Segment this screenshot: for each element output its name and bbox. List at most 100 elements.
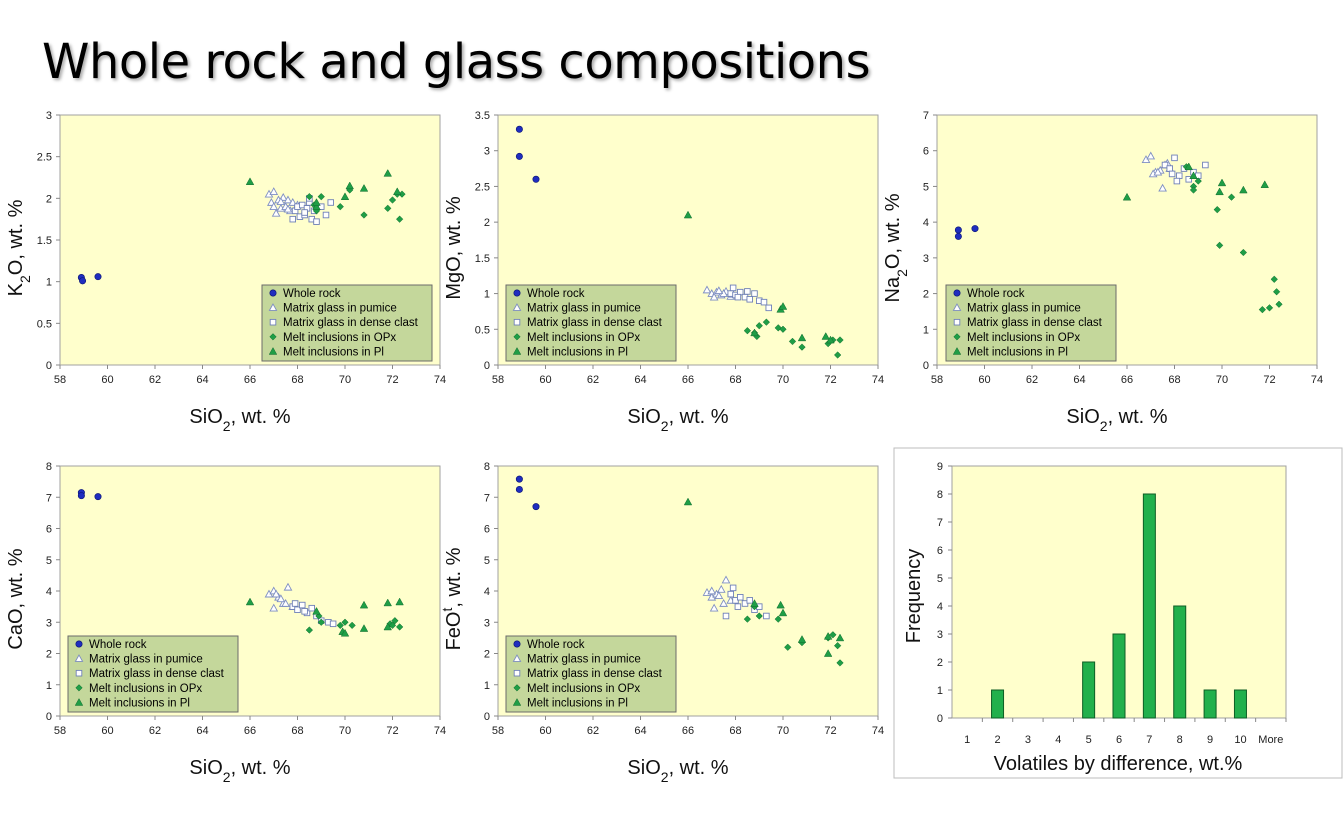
data-point [1185,176,1192,183]
legend-marker [75,684,83,692]
legend-marker [513,684,521,692]
data-point [276,197,286,205]
legend-label: Melt inclusions in OPx [527,683,640,695]
series-matrix-glass-pumice [702,575,736,612]
data-point [515,125,523,133]
legend-marker [953,289,961,297]
legend-marker [74,698,84,706]
data-point [774,324,782,332]
data-point [1239,185,1248,194]
legend-label: Melt inclusions in Pl [283,346,384,358]
legend-marker [952,347,962,355]
data-point [721,575,731,584]
data-point [821,332,830,340]
legend-label: Matrix glass in pumice [283,303,397,315]
x-tick-label: 64 [196,725,208,737]
x-tick-label: 58 [931,374,943,386]
y-tick-label: 9 [937,461,943,473]
legend-marker [269,289,277,297]
data-point [301,209,308,216]
data-point [269,187,279,195]
data-point [395,597,404,606]
data-point [833,351,842,359]
data-point [683,497,693,506]
y-axis-label: FeOt, wt. % [439,547,465,650]
legend-label: Whole rock [527,288,585,300]
y-tick-label: 0.5 [475,324,490,336]
x-tick-label: 5 [1086,734,1092,746]
data-point [341,618,349,626]
data-point [269,603,279,612]
data-point [707,586,717,595]
histogram-volatiles: 0 1 2 3 4 5 6 7 8 9 1 2 3 4 5 6 7 8 9 10 More Volatiles by di… [893,447,1343,779]
data-point [79,277,87,285]
legend-label: Melt inclusions in OPx [89,683,202,695]
y-tick-label: 5 [484,555,490,567]
data-point [826,335,835,344]
data-point [245,597,255,606]
data-point [336,203,344,211]
data-point [94,273,102,281]
y-tick-label: 3 [46,617,52,629]
data-point [359,600,369,609]
data-point [384,204,392,212]
data-point [1270,275,1278,283]
data-point [714,286,724,295]
data-point [532,503,540,511]
x-tick-label: 72 [386,374,398,386]
data-point [746,296,754,303]
data-point [281,598,290,607]
data-point [383,598,392,607]
data-point [750,328,759,337]
data-point [388,196,397,204]
data-point [1265,304,1274,312]
y-tick-label: 2 [484,217,490,229]
data-point [734,603,742,610]
y-tick-label: 0 [484,360,490,372]
scatter-feot-vs-sio2: 0 1 2 3 4 5 6 7 8 58 60 62 64 66 68 70 72 74 SiO2, wt. % Fe… [439,461,884,785]
data-point [954,226,962,234]
y-tick-label: 7 [923,110,929,122]
legend-marker [75,669,83,677]
data-point [269,202,279,210]
histogram-bar [1112,633,1126,719]
y-tick-label: 2.5 [475,181,490,193]
data-point [301,608,308,615]
data-point [744,288,751,295]
data-point [714,591,724,600]
data-point [746,597,754,604]
legend-marker [75,640,83,648]
x-tick-label: 66 [244,374,256,386]
data-point [317,618,325,626]
data-point [716,584,726,593]
data-point [734,293,742,301]
x-tick-label: 74 [872,374,884,386]
y-tick-label: 2 [923,289,929,301]
data-point [776,600,785,609]
x-tick-label: 68 [291,374,303,386]
data-point [765,304,773,312]
series-melt-inclusion-opx [743,602,844,667]
data-point [750,599,759,607]
legend-label: Matrix glass in dense clast [527,317,663,329]
data-point [289,215,297,223]
legend-marker [512,303,522,311]
y-tick-label: 6 [46,524,52,536]
legend-label: Melt inclusions in Pl [967,346,1068,358]
y-tick-label: 1.5 [37,235,52,247]
data-point [1260,180,1269,188]
y-tick-label: 1 [937,685,943,697]
legend-label: Matrix glass in dense clast [283,317,419,329]
data-point [327,199,335,206]
data-point [1258,305,1267,314]
legend-marker [512,347,522,355]
data-point [751,290,758,297]
data-point [743,327,752,335]
legend-label: Matrix glass in pumice [527,654,641,666]
data-point [271,589,281,598]
data-point [1173,177,1181,185]
x-tick-label: 3 [1025,734,1031,746]
x-tick-label: 1 [964,734,970,746]
data-point [315,612,323,620]
data-point [77,492,85,500]
